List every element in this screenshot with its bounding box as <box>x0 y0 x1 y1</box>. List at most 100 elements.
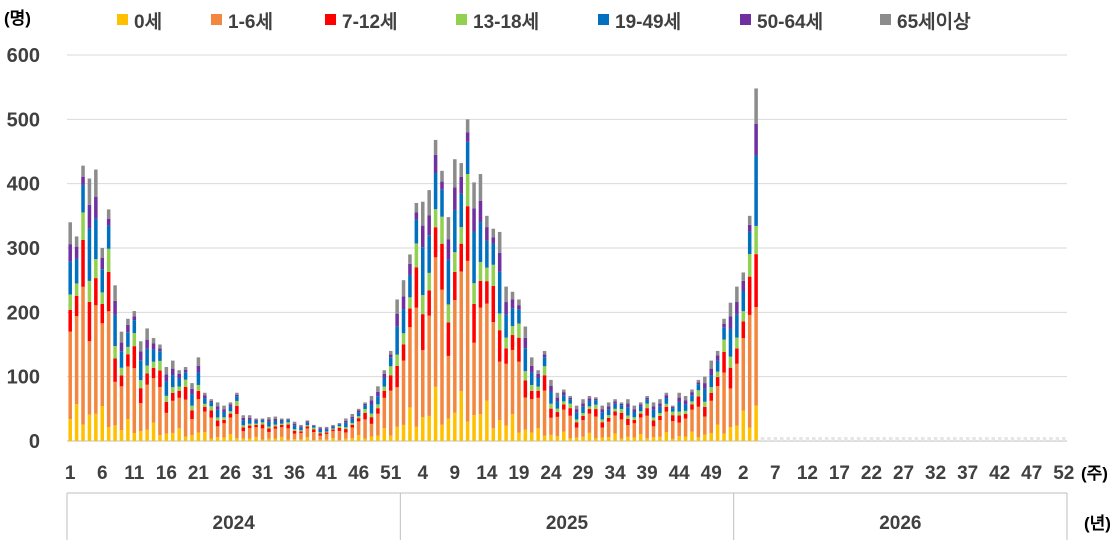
bar-segment <box>517 323 521 338</box>
bar-segment <box>645 395 649 398</box>
bar-segment <box>286 422 290 425</box>
bar-segment <box>74 283 79 296</box>
bar-segment <box>292 425 297 430</box>
bar-segment <box>235 413 239 439</box>
bar-segment <box>421 314 425 351</box>
bar-segment <box>696 384 701 391</box>
x-tick-label: 6 <box>97 463 108 484</box>
bar-segment <box>183 386 188 400</box>
bar-segment <box>446 239 451 260</box>
bar-segment <box>81 286 85 425</box>
bar-segment <box>126 324 130 333</box>
empty-week-marker <box>940 437 944 441</box>
empty-week-marker <box>805 437 810 441</box>
bar-segment <box>324 432 329 434</box>
bar-segment <box>568 438 572 441</box>
bar-segment <box>446 259 451 305</box>
bar-segment <box>369 404 374 414</box>
bar-segment <box>485 303 489 401</box>
bar-segment <box>671 421 675 439</box>
bar-segment <box>215 406 220 410</box>
bar-segment <box>664 411 669 433</box>
bar-segment <box>677 415 681 423</box>
bar-segment <box>741 280 746 291</box>
bar-segment <box>68 222 72 245</box>
bar-segment <box>74 295 79 317</box>
bar-segment <box>279 423 284 426</box>
bar-segment <box>164 412 169 434</box>
bar-segment <box>87 280 92 302</box>
bar-segment <box>145 373 149 385</box>
bar-segment <box>331 428 335 430</box>
bar-segment <box>587 406 592 410</box>
bar-segment <box>735 302 739 315</box>
bar-segment <box>158 344 162 349</box>
empty-week-marker <box>1042 437 1047 441</box>
x-tick-label: 49 <box>701 463 722 484</box>
bar-segment <box>568 395 572 398</box>
bar-segment <box>703 416 707 435</box>
bar-segment <box>523 348 528 372</box>
bar-segment <box>626 399 630 404</box>
bar-segment <box>529 390 534 400</box>
bar-segment <box>747 254 752 277</box>
bar-segment <box>145 348 149 366</box>
bar-segment <box>446 322 451 356</box>
bar-segment <box>619 419 624 439</box>
bar-segment <box>318 429 322 433</box>
x-tick-label: 7 <box>770 463 781 484</box>
bar-segment <box>613 401 617 404</box>
empty-week-marker <box>863 437 867 441</box>
bar-segment <box>664 395 669 399</box>
bar-segment <box>536 386 540 391</box>
bar-segment <box>177 370 181 374</box>
bar-segment <box>626 436 630 441</box>
bar-segment <box>741 321 746 339</box>
bar-segment <box>247 425 252 429</box>
x-unit-label: (주) <box>1081 464 1108 483</box>
bar-segment <box>68 309 72 332</box>
bar-segment <box>485 267 489 282</box>
bar-segment <box>171 392 175 401</box>
y-unit-label: (명) <box>4 9 31 28</box>
bar-segment <box>594 438 598 441</box>
bar-segment <box>433 257 438 387</box>
bar-segment <box>209 400 213 403</box>
bar-segment <box>581 399 585 404</box>
bar-segment <box>472 182 476 209</box>
bar-segment <box>376 408 380 414</box>
bar-segment <box>228 417 233 435</box>
bar-segment <box>600 409 605 413</box>
bar-segment <box>504 337 508 349</box>
x-tick-label: 9 <box>450 463 461 484</box>
bar-segment <box>677 401 681 412</box>
bar-segment <box>427 272 431 291</box>
bar-segment <box>549 408 553 418</box>
bar-segment <box>485 240 489 268</box>
bar-segment <box>722 327 726 340</box>
bar-segment <box>555 436 560 441</box>
bar-segment <box>600 427 605 438</box>
bar-segment <box>555 401 560 409</box>
bar-segment <box>318 426 322 429</box>
bar-segment <box>395 426 399 441</box>
bar-segment <box>735 363 739 426</box>
bar-segment <box>683 410 688 414</box>
bar-segment <box>497 271 502 314</box>
empty-week-marker <box>1029 437 1034 441</box>
bar-segment <box>305 421 310 423</box>
bar-segment <box>581 436 585 441</box>
bar-segment <box>151 378 156 423</box>
bar-segment <box>715 424 720 441</box>
bar-segment <box>337 424 342 427</box>
bar-segment <box>81 176 85 185</box>
bar-segment <box>119 367 124 376</box>
bar-segment <box>574 409 579 413</box>
legend-swatch <box>211 14 222 25</box>
bar-segment <box>132 333 137 347</box>
bar-segment <box>87 204 92 229</box>
x-tick-label: 27 <box>893 463 914 484</box>
bar-segment <box>568 399 572 404</box>
bar-segment <box>671 408 675 412</box>
bar-segment <box>587 409 592 414</box>
